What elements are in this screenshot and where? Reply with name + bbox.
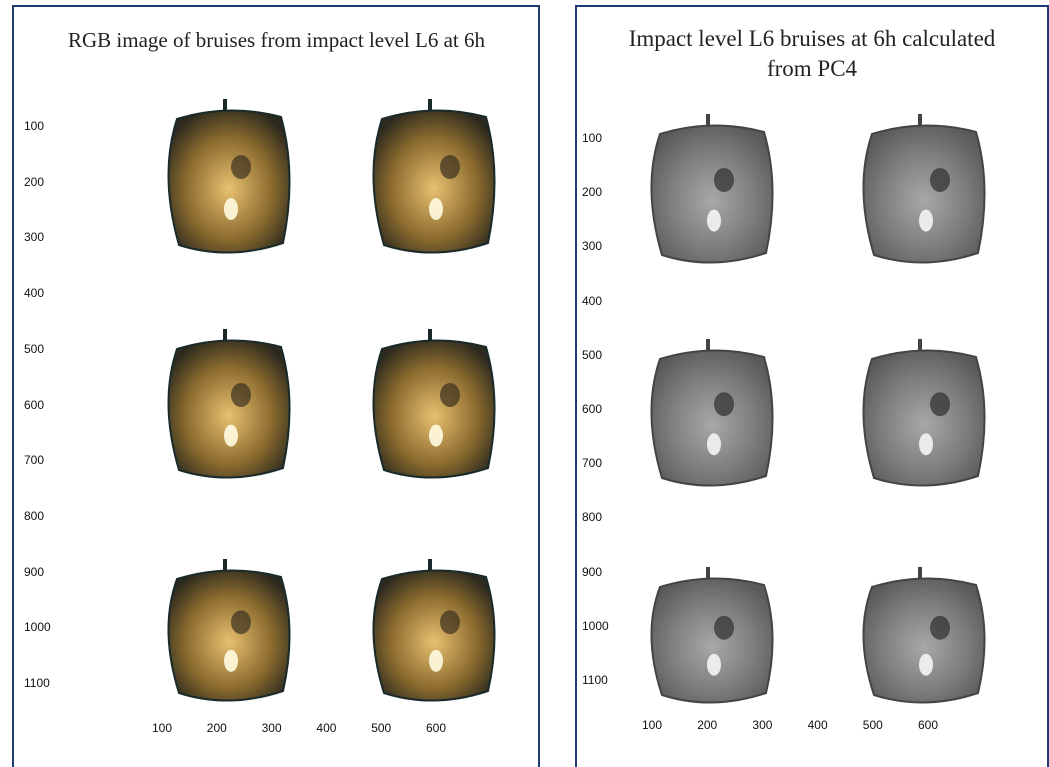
bruise: [231, 610, 251, 634]
apple: [863, 350, 984, 485]
bruise: [714, 616, 734, 640]
stem: [706, 114, 710, 126]
image-area: [577, 7, 1047, 767]
apple: [651, 578, 772, 702]
stem: [223, 329, 227, 341]
x-tick-label: 500: [863, 718, 883, 732]
y-tick-label: 800: [582, 510, 602, 524]
y-tick-label: 700: [582, 456, 602, 470]
y-tick-label: 400: [24, 286, 44, 300]
highlight: [919, 433, 933, 455]
y-tick-label: 100: [24, 119, 44, 133]
bruise: [930, 616, 950, 640]
stem: [918, 567, 922, 579]
x-tick-label: 100: [152, 721, 172, 735]
bruise: [231, 155, 251, 179]
apple: [651, 350, 772, 485]
apple: [373, 340, 494, 477]
apple: [168, 110, 289, 252]
highlight: [224, 198, 238, 220]
bruise: [714, 168, 734, 192]
bruise: [930, 168, 950, 192]
panel-title: RGB image of bruises from impact level L…: [24, 27, 529, 53]
y-tick-label: 500: [24, 342, 44, 356]
highlight: [429, 650, 443, 672]
image-area: [14, 7, 538, 767]
page: RGB image of bruises from impact level L…: [0, 0, 1049, 767]
y-tick-label: 600: [24, 398, 44, 412]
apple: [373, 570, 494, 700]
y-tick-label: 600: [582, 402, 602, 416]
rgb-panel: RGB image of bruises from impact level L…: [12, 5, 540, 767]
y-tick-label: 300: [582, 239, 602, 253]
y-tick-label: 100: [582, 131, 602, 145]
y-tick-label: 300: [24, 230, 44, 244]
apple: [168, 570, 289, 700]
stem: [428, 559, 432, 571]
highlight: [429, 198, 443, 220]
y-tick-label: 900: [24, 565, 44, 579]
stem: [918, 339, 922, 351]
pc4-panel: Impact level L6 bruises at 6h calculated…: [575, 5, 1049, 767]
highlight: [707, 654, 721, 676]
y-tick-label: 700: [24, 453, 44, 467]
panel-title: Impact level L6 bruises at 6h calculated…: [617, 24, 1007, 84]
y-tick-label: 1000: [24, 620, 51, 634]
stem: [428, 99, 432, 111]
x-tick-label: 300: [752, 718, 772, 732]
x-tick-label: 600: [426, 721, 446, 735]
y-tick-label: 900: [582, 565, 602, 579]
bruise: [440, 383, 460, 407]
highlight: [919, 210, 933, 232]
highlight: [919, 654, 933, 676]
y-tick-label: 1100: [24, 676, 50, 690]
x-tick-label: 200: [697, 718, 717, 732]
y-tick-label: 1000: [582, 619, 609, 633]
stem: [706, 567, 710, 579]
x-tick-label: 100: [642, 718, 662, 732]
highlight: [224, 425, 238, 447]
y-tick-label: 800: [24, 509, 44, 523]
highlight: [707, 433, 721, 455]
highlight: [707, 210, 721, 232]
x-tick-label: 500: [371, 721, 391, 735]
y-tick-label: 400: [582, 294, 602, 308]
stem: [918, 114, 922, 126]
highlight: [224, 650, 238, 672]
x-tick-label: 200: [207, 721, 227, 735]
stem: [223, 99, 227, 111]
x-tick-label: 400: [808, 718, 828, 732]
apple: [651, 125, 772, 262]
bruise: [930, 392, 950, 416]
highlight: [429, 425, 443, 447]
y-tick-label: 200: [582, 185, 602, 199]
y-tick-label: 1100: [582, 673, 608, 687]
bruise: [714, 392, 734, 416]
apple: [373, 110, 494, 252]
bruise: [440, 155, 460, 179]
apple: [863, 125, 984, 262]
apple: [168, 340, 289, 477]
x-tick-label: 300: [262, 721, 282, 735]
x-tick-label: 600: [918, 718, 938, 732]
bruise: [231, 383, 251, 407]
stem: [706, 339, 710, 351]
y-tick-label: 200: [24, 175, 44, 189]
stem: [223, 559, 227, 571]
stem: [428, 329, 432, 341]
apple: [863, 578, 984, 702]
bruise: [440, 610, 460, 634]
x-tick-label: 400: [316, 721, 336, 735]
y-tick-label: 500: [582, 348, 602, 362]
